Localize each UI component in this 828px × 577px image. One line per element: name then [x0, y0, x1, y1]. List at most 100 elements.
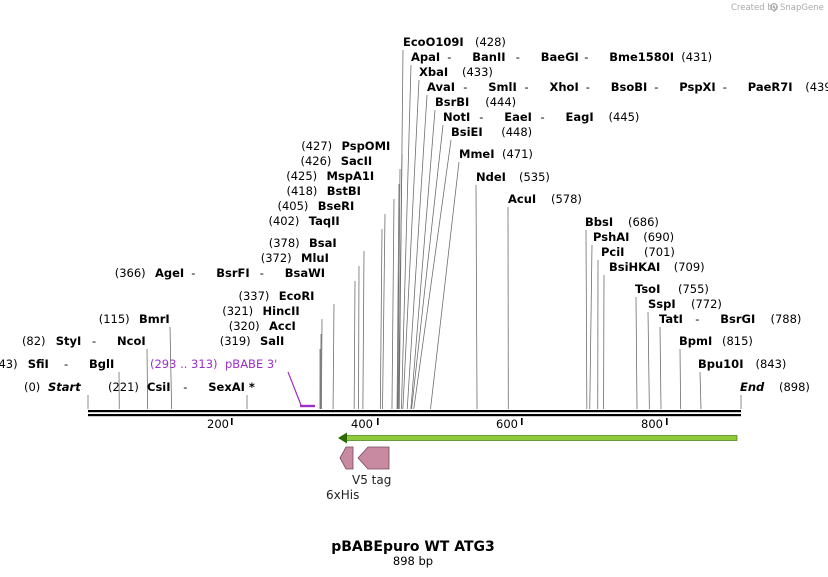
cut-position: (448) [501, 125, 532, 139]
site-bbsi[interactable]: BbsI (686) [585, 215, 659, 229]
scale-tick-mark [231, 418, 233, 425]
cut-position: (115) [99, 312, 130, 326]
label-separator: - [57, 357, 76, 371]
site-sali[interactable]: SalI (319) [220, 334, 285, 348]
cut-position: (337) [239, 289, 270, 303]
cut-site-line [401, 64, 412, 410]
enzyme-name: TsoI [635, 282, 660, 296]
snapgene-logo-icon [770, 3, 778, 11]
cut-position: (418) [287, 184, 318, 198]
cut-site-line [353, 280, 356, 410]
scale-label-200: 200 [207, 417, 229, 431]
site-bseri[interactable]: BseRI (405) [278, 199, 355, 213]
site-xbai[interactable]: XbaI (433) [419, 65, 493, 79]
enzyme-name: AccI [269, 319, 296, 333]
site-mlui[interactable]: MluI (372) [261, 251, 329, 265]
feature-6xhis[interactable]: 6xHis [326, 446, 359, 502]
enzyme-name: TaqII [309, 214, 340, 228]
cut-position: (321) [222, 304, 253, 318]
site-sfii[interactable]: SfiI - BglI (43) [0, 357, 114, 371]
site-sacii[interactable]: SacII (426) [301, 154, 373, 168]
cut-site-line [647, 311, 650, 410]
site-bsiei[interactable]: BsiEI (448) [451, 125, 532, 139]
site-pshai[interactable]: PshAI (690) [593, 230, 674, 244]
enzyme-name: SacII [341, 154, 372, 168]
cut-position: (439) [805, 80, 828, 94]
cut-position: (425) [286, 169, 317, 183]
site-pcii[interactable]: PciI (701) [601, 245, 675, 259]
cut-position: (320) [229, 319, 260, 333]
site-acci[interactable]: AccI (320) [229, 319, 296, 333]
site-mmei[interactable]: MmeI (471) [459, 147, 533, 161]
cut-site-line [585, 229, 588, 410]
label-separator: - [176, 380, 195, 394]
site-hincii[interactable]: HincII (321) [222, 304, 299, 318]
cut-position: (319) [220, 334, 251, 348]
site-taqii[interactable]: TaqII (402) [269, 214, 340, 228]
enzyme-name: SalI [260, 334, 284, 348]
feature-6xhis-arrow [339, 446, 354, 470]
enzyme-name: XbaI [419, 65, 448, 79]
cut-position: (471) [502, 147, 533, 161]
site-bsrbi[interactable]: BsrBI (444) [435, 95, 516, 109]
site-sspi[interactable]: SspI (772) [648, 297, 722, 311]
enzyme-name: SmlI [488, 80, 517, 94]
site-avai[interactable]: AvaI - SmlI - XhoI - BsoBI - PspXI - Pae… [427, 80, 828, 94]
site-apai[interactable]: ApaI - BanII - BaeGI - Bme1580I (431) [411, 50, 712, 64]
enzyme-name: SspI [648, 297, 676, 311]
cut-position: (402) [269, 214, 300, 228]
site-bpu10i[interactable]: Bpu10I (843) [698, 357, 786, 371]
cut-position: (755) [678, 282, 709, 296]
scale-axis: 200 400 600 800 [207, 417, 668, 431]
site-tsoi[interactable]: TsoI (755) [635, 282, 709, 296]
cut-position: (690) [643, 230, 674, 244]
cut-site-line [362, 250, 365, 410]
site-csii[interactable]: (221) CsiI - SexAI * [108, 380, 255, 394]
site-bsihkai[interactable]: BsiHKAI (709) [609, 260, 705, 274]
cut-site-line [475, 184, 478, 410]
site-ndei[interactable]: NdeI (535) [476, 170, 550, 184]
label-separator: - [456, 80, 475, 94]
cut-position: (815) [722, 334, 753, 348]
site-bstbi[interactable]: BstBI (418) [287, 184, 361, 198]
site-tati[interactable]: TatI - BsrGI (788) [659, 312, 801, 326]
brand-name: SnapGene [780, 3, 824, 13]
credit-text: Created by [731, 3, 778, 13]
enzyme-name: NotI [443, 110, 470, 124]
enzyme-name: PaeR7I [748, 80, 793, 94]
enzyme-name: EcoO109I [403, 35, 464, 49]
cut-site-line [402, 79, 420, 410]
cut-position: (82) [22, 334, 46, 348]
site-pspomi[interactable]: PspOMI (427) [301, 139, 390, 153]
feature-v5-tag[interactable]: V5 tag [352, 446, 391, 487]
cut-site-line [410, 109, 436, 410]
site-bmri[interactable]: BmrI (115) [99, 312, 170, 326]
primer-name: pBABE 3' [225, 357, 277, 371]
site-ecoo109i[interactable]: EcoO109I (428) [403, 35, 506, 49]
primer-pbabe-3[interactable]: (293 .. 313) pBABE 3' [150, 357, 315, 408]
start-name: Start [48, 380, 81, 394]
site-bsai[interactable]: BsaI (378) [269, 236, 337, 250]
site-styi[interactable]: StyI - NcoI (82) [22, 334, 146, 348]
enzyme-name: BsrGI [720, 312, 755, 326]
cut-position: (843) [756, 357, 787, 371]
site-noti[interactable]: NotI - EaeI - EagI (445) [443, 110, 639, 124]
enzyme-name: BsrBI [435, 95, 469, 109]
feature-6xhis-label: 6xHis [326, 488, 359, 502]
label-separator: - [517, 80, 536, 94]
site-ecori[interactable]: EcoRI (337) [239, 289, 315, 303]
enzyme-name: AcuI [508, 192, 536, 206]
site-acui[interactable]: AcuI (578) [508, 192, 582, 206]
site-agei[interactable]: AgeI - BsrFI - BsaWI (366) [115, 266, 325, 280]
enzyme-name: SfiI [28, 357, 49, 371]
cut-position: (427) [301, 139, 332, 153]
cut-site-line [659, 326, 662, 410]
label-separator: - [472, 110, 491, 124]
label-separator: - [85, 334, 104, 348]
orf-arrow[interactable] [338, 432, 738, 444]
label-separator: - [253, 266, 272, 280]
scale-label-600: 600 [496, 417, 518, 431]
label-separator: - [688, 312, 707, 326]
site-mspa1i[interactable]: MspA1I (425) [286, 169, 374, 183]
site-bpmi[interactable]: BpmI (815) [679, 334, 753, 348]
